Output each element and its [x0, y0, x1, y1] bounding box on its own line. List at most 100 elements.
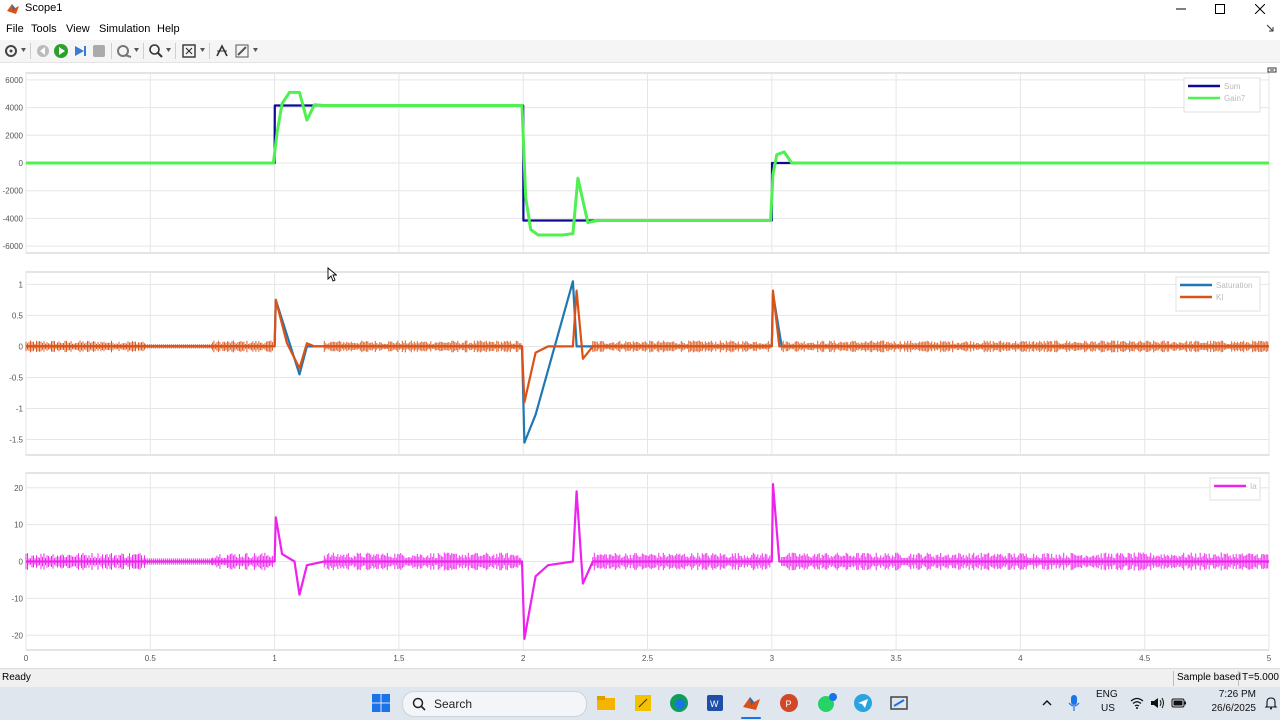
step-back-icon[interactable]: [35, 43, 51, 59]
status-time: T=5.000: [1242, 672, 1279, 683]
legend: Sum Gain7: [1183, 77, 1261, 113]
y-tick-label: 1: [19, 280, 24, 289]
word-icon[interactable]: W: [704, 692, 726, 714]
y-tick-label: 0: [19, 558, 24, 567]
y-tick-label: 10: [14, 521, 23, 530]
y-tick-label: 0: [19, 159, 24, 168]
y-tick-label: -1.5: [9, 435, 23, 444]
clock-time: 7:26 PM: [1218, 689, 1256, 700]
scope-plot-area: 6000 4000 2000 0 -2000 -4000 -6000 Sum Gain7 1 0.5…: [0, 63, 1280, 668]
zoom-icon[interactable]: [148, 43, 164, 59]
y-tick-label: 4000: [5, 104, 23, 113]
legend-label: Ia: [1250, 482, 1257, 491]
file-explorer-icon[interactable]: [595, 692, 617, 714]
scope-panel-2: 1 0.5 0 -0.5 -1 -1.5 Saturation KI: [9, 271, 1270, 456]
status-bar: Ready Sample based T=5.000: [0, 668, 1280, 688]
edge-browser-icon[interactable]: [668, 692, 690, 714]
cursor-measure-icon[interactable]: [214, 43, 230, 59]
matlab-app-icon: [7, 4, 19, 14]
menu-tools[interactable]: Tools: [31, 23, 57, 35]
x-tick-label: 4.5: [1139, 654, 1151, 663]
sticky-notes-icon[interactable]: [632, 692, 654, 714]
chevron-down-icon[interactable]: [253, 48, 258, 52]
active-app-indicator: [741, 717, 761, 719]
zoom-fit-icon[interactable]: [181, 43, 197, 59]
language-indicator[interactable]: ENG: [1096, 689, 1118, 700]
y-tick-label: 6000: [5, 76, 23, 85]
run-icon[interactable]: [53, 43, 69, 59]
y-tick-label: 20: [14, 484, 23, 493]
legend-box: [1209, 477, 1261, 501]
region-indicator[interactable]: US: [1101, 703, 1115, 714]
style-brush-icon[interactable]: [234, 43, 250, 59]
chevron-down-icon[interactable]: [21, 48, 26, 52]
menu-file[interactable]: File: [6, 23, 24, 35]
y-tick-label: -4000: [3, 214, 24, 223]
x-tick-label: 2: [521, 654, 526, 663]
microphone-icon[interactable]: [1068, 694, 1080, 712]
toolbar-divider: [209, 43, 210, 59]
window-title: Scope1: [25, 2, 63, 14]
toolbar: [0, 40, 1280, 63]
wifi-icon[interactable]: [1130, 697, 1144, 709]
y-tick-label: -20: [11, 631, 23, 640]
y-tick-label: 0.5: [12, 311, 24, 320]
toolbar-divider: [143, 43, 144, 59]
minimize-icon: [1176, 8, 1186, 10]
legend-label: KI: [1216, 293, 1224, 302]
chevron-down-icon[interactable]: [134, 48, 139, 52]
settings-gear-icon[interactable]: [3, 43, 19, 59]
undock-arrow-icon[interactable]: [1266, 24, 1274, 32]
chevron-down-icon[interactable]: [200, 48, 205, 52]
y-tick-label: -6000: [3, 242, 24, 251]
legend-label: Sum: [1224, 82, 1241, 91]
chevron-up-icon[interactable]: [1041, 697, 1053, 709]
legend-label: Saturation: [1216, 281, 1252, 290]
y-tick-label: 0: [19, 342, 24, 351]
telegram-icon[interactable]: [852, 692, 874, 714]
legend: Ia: [1209, 477, 1261, 501]
battery-icon[interactable]: [1171, 697, 1187, 709]
maximize-button[interactable]: [1200, 0, 1240, 18]
signal-highlight-icon[interactable]: [116, 43, 132, 59]
close-button[interactable]: [1240, 0, 1280, 18]
x-tick-label: 5: [1267, 654, 1272, 663]
snipping-tool-icon[interactable]: [888, 692, 910, 714]
series-line-ia: [26, 483, 1269, 640]
x-tick-label: 3.5: [891, 654, 903, 663]
search-icon: [412, 697, 426, 711]
scope-plots-svg[interactable]: 6000400020000-2000-4000-6000SumGain710.5…: [0, 63, 1280, 668]
menu-help[interactable]: Help: [157, 23, 180, 35]
svg-text:W: W: [710, 699, 719, 709]
powerpoint-icon[interactable]: P: [778, 692, 800, 714]
series-line-ki: [26, 289, 1269, 404]
step-forward-icon[interactable]: [72, 43, 88, 59]
x-tick-label: 1: [272, 654, 277, 663]
windows-taskbar: Search W P ENG US 7:26 PM 26/6/2025: [0, 687, 1280, 720]
menu-simulation[interactable]: Simulation: [99, 23, 151, 35]
notification-bell-icon[interactable]: [1264, 696, 1278, 710]
y-tick-label: -0.5: [9, 373, 23, 382]
search-placeholder: Search: [434, 697, 473, 711]
windows-start-icon[interactable]: [371, 693, 391, 713]
clock-date: 26/6/2025: [1211, 703, 1257, 714]
taskbar-search-box[interactable]: Search: [402, 691, 587, 717]
toolbar-divider: [111, 43, 112, 59]
close-icon: [1255, 4, 1265, 14]
menu-view[interactable]: View: [66, 23, 90, 35]
stop-icon[interactable]: [91, 43, 107, 59]
x-tick-label: 0.5: [145, 654, 157, 663]
y-tick-label: -10: [11, 594, 23, 603]
status-divider: [1238, 671, 1239, 686]
series-line-gain7: [26, 90, 1269, 237]
volume-icon[interactable]: [1150, 696, 1165, 710]
chevron-down-icon[interactable]: [166, 48, 171, 52]
scope-panel-1: 6000 4000 2000 0 -2000 -4000 -6000 Sum Gain7: [3, 72, 1270, 254]
matlab-icon[interactable]: [741, 692, 763, 714]
toolbar-divider: [175, 43, 176, 59]
scope-panel-3: 20 10 0 -10 -20 0 0.5 1 1.5 2 2.5 3 3.5 4 4.5 5 Ia: [11, 472, 1272, 663]
legend-box: [1175, 276, 1261, 312]
whatsapp-icon[interactable]: [815, 692, 837, 714]
minimize-button[interactable]: [1161, 0, 1201, 18]
taskbar-clock[interactable]: 7:26 PM 26/6/2025: [1196, 688, 1257, 716]
